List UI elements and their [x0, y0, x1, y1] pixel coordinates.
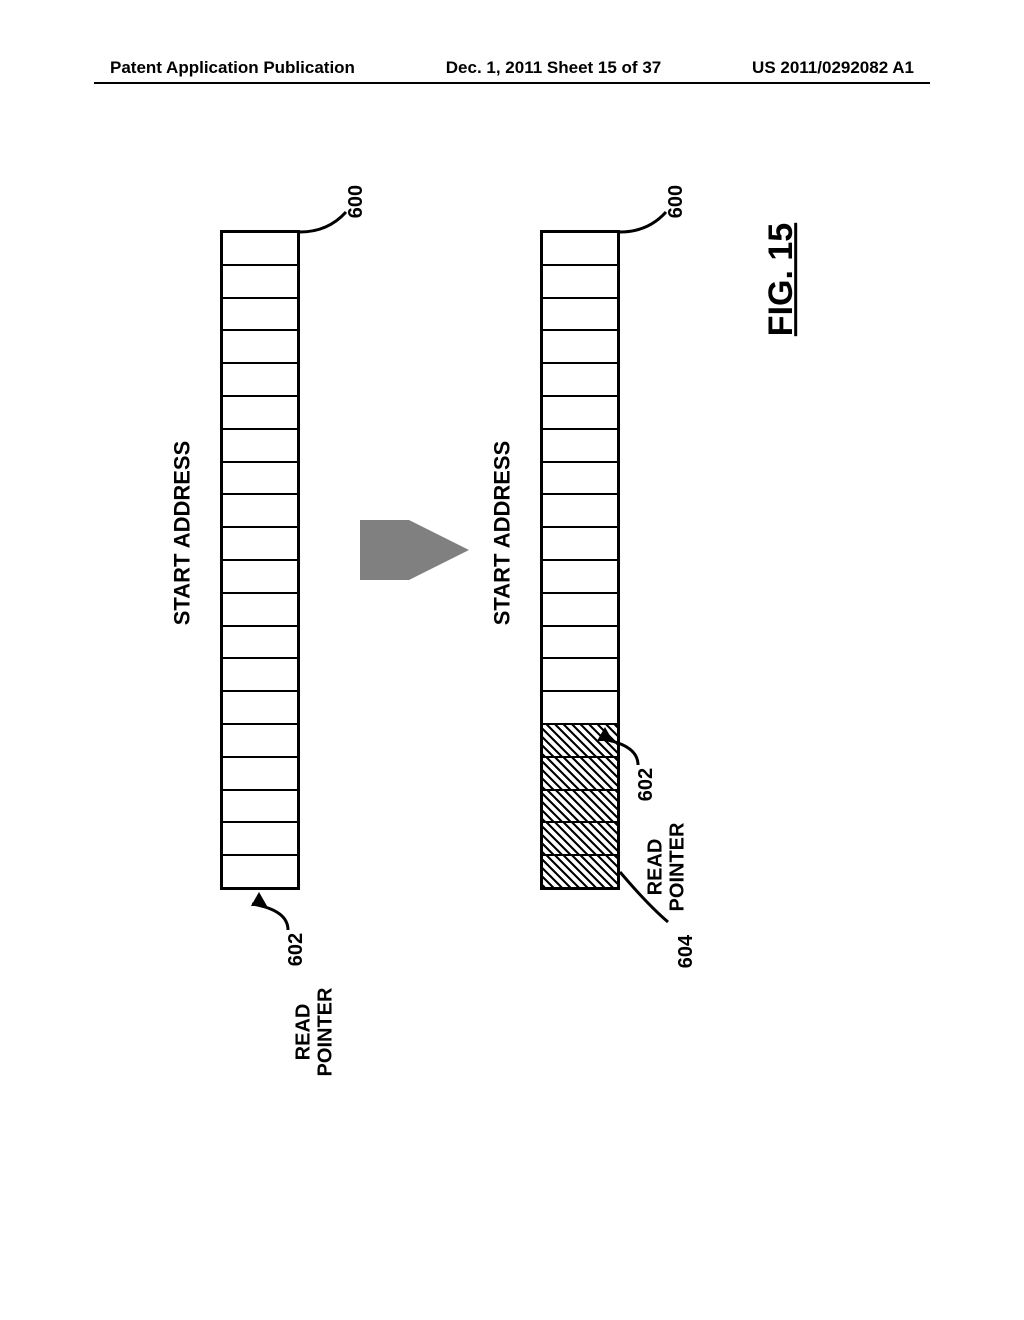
read-pointer-label-a: READPOINTER	[292, 988, 336, 1077]
buffer-cell	[223, 854, 297, 887]
buffer-a	[220, 230, 300, 890]
buffer-cell	[543, 395, 617, 428]
leader-hatched-ref	[618, 870, 688, 930]
buffer-cell	[223, 625, 297, 658]
buffer-a-ref-num: 600	[345, 185, 368, 218]
buffer-cell	[223, 264, 297, 297]
figure-label: FIG. 15	[762, 223, 801, 336]
buffer-b-ref-num: 600	[665, 185, 688, 218]
buffer-cell	[543, 789, 617, 822]
hatched-ref-num: 604	[675, 935, 698, 968]
read-pointer-ref-a: 602	[285, 933, 308, 966]
transition-arrow	[360, 520, 480, 580]
buffer-cell	[223, 297, 297, 330]
buffer-cell	[223, 461, 297, 494]
read-pointer-arrow-b	[597, 727, 613, 741]
page-header: Patent Application Publication Dec. 1, 2…	[0, 58, 1024, 78]
header-rule	[94, 82, 930, 84]
buffer-b	[540, 230, 620, 890]
buffer-cell	[223, 821, 297, 854]
buffer-cell	[223, 493, 297, 526]
buffer-cell	[223, 329, 297, 362]
buffer-cell	[543, 592, 617, 625]
buffer-cell	[543, 297, 617, 330]
buffer-cell	[543, 526, 617, 559]
buffer-cell	[543, 461, 617, 494]
buffer-cell	[543, 854, 617, 887]
buffer-cell	[223, 723, 297, 756]
buffer-cell	[543, 657, 617, 690]
buffer-cell	[223, 395, 297, 428]
header-right: US 2011/0292082 A1	[752, 58, 914, 78]
buffer-cell	[223, 789, 297, 822]
read-pointer-ref-b: 602	[635, 768, 658, 801]
buffer-cell	[543, 362, 617, 395]
buffer-cell	[543, 690, 617, 723]
start-address-label-b: START ADDRESS	[489, 441, 515, 626]
buffer-cell	[543, 428, 617, 461]
buffer-cell	[223, 559, 297, 592]
buffer-cell	[543, 329, 617, 362]
buffer-cell	[223, 657, 297, 690]
buffer-cell	[223, 362, 297, 395]
buffer-cell	[223, 526, 297, 559]
header-left: Patent Application Publication	[110, 58, 355, 78]
header-center: Dec. 1, 2011 Sheet 15 of 37	[446, 58, 661, 78]
buffer-cell	[543, 821, 617, 854]
buffer-cell	[223, 233, 297, 264]
buffer-cell	[543, 625, 617, 658]
buffer-cell	[223, 756, 297, 789]
buffer-cell	[543, 559, 617, 592]
read-pointer-arrow-a	[251, 892, 267, 906]
buffer-cell	[543, 233, 617, 264]
buffer-cell	[223, 428, 297, 461]
start-address-label-a: START ADDRESS	[169, 441, 195, 626]
buffer-cell	[223, 592, 297, 625]
buffer-cell	[543, 264, 617, 297]
figure-15: START ADDRESS 600 602 READPOINTER START …	[160, 220, 860, 1140]
buffer-cell	[543, 493, 617, 526]
buffer-cell	[223, 690, 297, 723]
